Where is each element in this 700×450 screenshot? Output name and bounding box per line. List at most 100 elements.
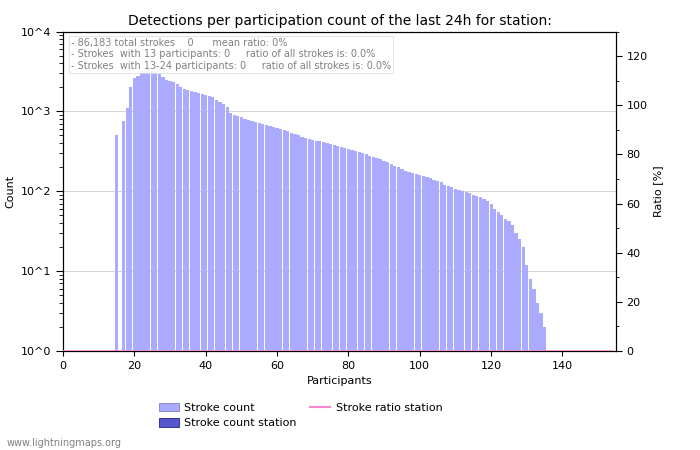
Bar (186, 90, 190, 450)
Bar (297, 135, 300, 450)
Bar (183, 89, 186, 450)
X-axis label: Participants: Participants (307, 376, 372, 386)
Bar (125, 108, 129, 450)
Bar (232, 115, 236, 450)
Bar (169, 81, 172, 450)
Bar (204, 95, 207, 450)
Bar (158, 74, 161, 450)
Bar (525, 265, 528, 450)
Bar (382, 161, 386, 450)
Bar (397, 167, 400, 450)
Bar (329, 144, 332, 450)
Bar (457, 189, 461, 450)
Bar (418, 175, 421, 450)
Bar (251, 121, 253, 450)
Bar (222, 104, 225, 450)
Bar (429, 178, 432, 450)
Bar (283, 130, 286, 450)
Bar (454, 189, 457, 450)
Bar (393, 166, 396, 450)
Bar (293, 134, 297, 450)
Bar (528, 279, 532, 450)
Bar (582, 351, 585, 450)
Bar (346, 149, 350, 450)
Bar (265, 125, 268, 450)
Bar (547, 351, 550, 450)
Bar (365, 154, 368, 450)
Bar (190, 91, 193, 450)
Bar (486, 201, 489, 450)
Bar (536, 303, 539, 450)
Bar (390, 164, 393, 450)
Bar (479, 197, 482, 450)
Title: Detections per participation count of the last 24h for station:: Detections per participation count of th… (127, 14, 552, 27)
Bar (543, 327, 546, 450)
Bar (140, 71, 143, 450)
Legend: Stroke count, Stroke count station, Stroke ratio station: Stroke count, Stroke count station, Stro… (155, 398, 447, 433)
Bar (154, 72, 158, 450)
Bar (261, 124, 265, 450)
Bar (436, 181, 439, 450)
Bar (358, 152, 360, 450)
Bar (493, 209, 496, 450)
Bar (176, 84, 178, 450)
Bar (332, 145, 336, 450)
Bar (504, 219, 507, 450)
Bar (193, 92, 197, 450)
Bar (161, 77, 164, 450)
Bar (461, 191, 464, 450)
Bar (511, 225, 514, 450)
Bar (404, 171, 407, 450)
Text: www.lightningmaps.org: www.lightningmaps.org (7, 438, 122, 448)
Bar (447, 186, 450, 450)
Bar (465, 192, 468, 450)
Y-axis label: Ratio [%]: Ratio [%] (653, 166, 663, 217)
Bar (426, 177, 428, 450)
Bar (322, 142, 325, 450)
Bar (379, 159, 382, 450)
Bar (407, 172, 411, 450)
Bar (450, 187, 454, 450)
Bar (421, 176, 425, 450)
Bar (236, 116, 239, 450)
Bar (240, 117, 243, 450)
Bar (272, 127, 275, 450)
Bar (229, 113, 232, 450)
Bar (518, 239, 522, 450)
Bar (433, 180, 435, 450)
Bar (225, 107, 229, 450)
Bar (258, 123, 261, 450)
Bar (133, 78, 136, 450)
Bar (290, 133, 293, 450)
Bar (500, 215, 503, 450)
Bar (279, 129, 282, 450)
Bar (165, 80, 168, 450)
Bar (508, 221, 510, 450)
Bar (150, 71, 154, 450)
Bar (211, 97, 214, 450)
Bar (268, 126, 272, 450)
Bar (244, 119, 246, 450)
Bar (532, 289, 536, 450)
Bar (497, 212, 500, 450)
Bar (375, 158, 379, 450)
Bar (304, 138, 307, 450)
Bar (144, 70, 147, 450)
Bar (286, 131, 289, 450)
Bar (200, 94, 204, 450)
Bar (197, 93, 200, 450)
Bar (130, 87, 132, 450)
Bar (372, 157, 375, 450)
Bar (247, 120, 250, 450)
Bar (315, 141, 318, 450)
Bar (318, 141, 321, 450)
Bar (475, 196, 479, 450)
Bar (386, 162, 389, 450)
Y-axis label: Count: Count (5, 175, 15, 208)
Bar (179, 87, 182, 450)
Bar (311, 140, 314, 450)
Bar (208, 96, 211, 450)
Bar (215, 100, 218, 450)
Bar (411, 173, 414, 450)
Bar (368, 156, 372, 450)
